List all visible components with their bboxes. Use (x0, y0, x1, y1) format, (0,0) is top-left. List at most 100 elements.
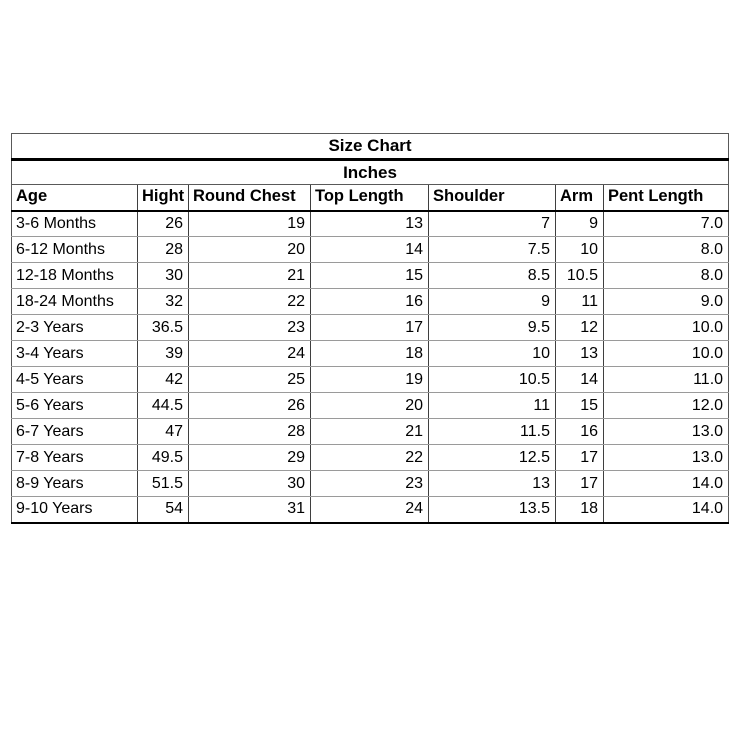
table-row: 12-18 Months 30 21 15 8.5 10.5 8.0 (11, 262, 730, 289)
value-cell: 10 (428, 340, 556, 367)
value-cell: 24 (188, 340, 311, 367)
value-cell: 10.5 (428, 366, 556, 393)
value-cell: 17 (555, 444, 604, 471)
age-cell: 5-6 Years (11, 392, 138, 419)
value-cell: 39 (137, 340, 189, 367)
value-cell: 11.0 (602, 366, 730, 393)
value-cell: 16 (310, 288, 429, 315)
value-cell: 20 (310, 392, 429, 419)
value-cell: 42 (137, 366, 189, 393)
title-row: Size Chart (10, 133, 730, 161)
age-cell: 6-12 Months (11, 236, 138, 263)
value-cell: 9 (428, 288, 556, 315)
value-cell: 16 (555, 418, 604, 445)
size-chart-table: Size Chart Inches Age Hight Round Chest Top… (10, 133, 730, 524)
value-cell: 17 (555, 470, 604, 497)
value-cell: 30 (188, 470, 311, 497)
value-cell: 13.0 (602, 444, 730, 471)
unit-row: Inches (10, 159, 730, 185)
value-cell: 30 (137, 262, 189, 289)
value-cell: 9 (555, 210, 604, 237)
value-cell: 10 (555, 236, 604, 263)
value-cell: 49.5 (137, 444, 189, 471)
value-cell: 11.5 (428, 418, 556, 445)
value-cell: 32 (137, 288, 189, 315)
value-cell: 12 (555, 314, 604, 341)
value-cell: 11 (555, 288, 604, 315)
column-header-top-length: Top Length (310, 184, 429, 212)
value-cell: 26 (137, 210, 189, 237)
value-cell: 36.5 (137, 314, 189, 341)
age-cell: 8-9 Years (11, 470, 138, 497)
value-cell: 7.0 (602, 210, 730, 237)
value-cell: 20 (188, 236, 311, 263)
value-cell: 13.0 (602, 418, 730, 445)
table-row: 9-10 Years 54 31 24 13.5 18 14.0 (11, 496, 730, 524)
column-header-age: Age (11, 184, 138, 212)
table-row: 3-4 Years 39 24 18 10 13 10.0 (11, 340, 730, 367)
value-cell: 21 (188, 262, 311, 289)
value-cell: 17 (310, 314, 429, 341)
value-cell: 22 (310, 444, 429, 471)
value-cell: 13.5 (428, 496, 556, 524)
table-row: 4-5 Years 42 25 19 10.5 14 11.0 (11, 366, 730, 393)
value-cell: 14.0 (602, 496, 730, 524)
value-cell: 18 (310, 340, 429, 367)
value-cell: 14.0 (602, 470, 730, 497)
table-title: Size Chart (10, 133, 730, 161)
value-cell: 18 (555, 496, 604, 524)
value-cell: 12.5 (428, 444, 556, 471)
value-cell: 19 (310, 366, 429, 393)
table-row: 18-24 Months 32 22 16 9 11 9.0 (11, 288, 730, 315)
age-cell: 7-8 Years (11, 444, 138, 471)
header-row: Age Hight Round Chest Top Length Shoulder Arm… (11, 184, 730, 212)
value-cell: 22 (188, 288, 311, 315)
age-cell: 4-5 Years (11, 366, 138, 393)
value-cell: 19 (188, 210, 311, 237)
value-cell: 9.0 (602, 288, 730, 315)
age-cell: 3-6 Months (11, 210, 138, 237)
value-cell: 25 (188, 366, 311, 393)
value-cell: 13 (555, 340, 604, 367)
column-header-shoulder: Shoulder (428, 184, 556, 212)
value-cell: 13 (428, 470, 556, 497)
column-header-hight: Hight (137, 184, 189, 212)
value-cell: 11 (428, 392, 556, 419)
value-cell: 21 (310, 418, 429, 445)
value-cell: 51.5 (137, 470, 189, 497)
value-cell: 15 (310, 262, 429, 289)
table-row: 7-8 Years 49.5 29 22 12.5 17 13.0 (11, 444, 730, 471)
age-cell: 6-7 Years (11, 418, 138, 445)
age-cell: 12-18 Months (11, 262, 138, 289)
column-header-round-chest: Round Chest (188, 184, 311, 212)
table-row: 2-3 Years 36.5 23 17 9.5 12 10.0 (11, 314, 730, 341)
table-row: 6-12 Months 28 20 14 7.5 10 8.0 (11, 236, 730, 263)
age-cell: 2-3 Years (11, 314, 138, 341)
value-cell: 54 (137, 496, 189, 524)
value-cell: 28 (188, 418, 311, 445)
value-cell: 44.5 (137, 392, 189, 419)
value-cell: 47 (137, 418, 189, 445)
table-row: 3-6 Months 26 19 13 7 9 7.0 (11, 210, 730, 237)
value-cell: 31 (188, 496, 311, 524)
value-cell: 29 (188, 444, 311, 471)
value-cell: 10.0 (602, 314, 730, 341)
value-cell: 13 (310, 210, 429, 237)
value-cell: 15 (555, 392, 604, 419)
table-body: 3-6 Months 26 19 13 7 9 7.0 6-12 Months 28 20 14 7.… (11, 210, 730, 524)
age-cell: 3-4 Years (11, 340, 138, 367)
value-cell: 10.0 (602, 340, 730, 367)
table-row: 5-6 Years 44.5 26 20 11 15 12.0 (11, 392, 730, 419)
value-cell: 23 (310, 470, 429, 497)
value-cell: 7.5 (428, 236, 556, 263)
table-row: 8-9 Years 51.5 30 23 13 17 14.0 (11, 470, 730, 497)
value-cell: 28 (137, 236, 189, 263)
value-cell: 8.0 (602, 236, 730, 263)
column-header-pent-length: Pent Length (602, 184, 730, 212)
age-cell: 18-24 Months (11, 288, 138, 315)
table-row: 6-7 Years 47 28 21 11.5 16 13.0 (11, 418, 730, 445)
unit-label: Inches (10, 159, 730, 185)
value-cell: 23 (188, 314, 311, 341)
value-cell: 26 (188, 392, 311, 419)
value-cell: 8.0 (602, 262, 730, 289)
